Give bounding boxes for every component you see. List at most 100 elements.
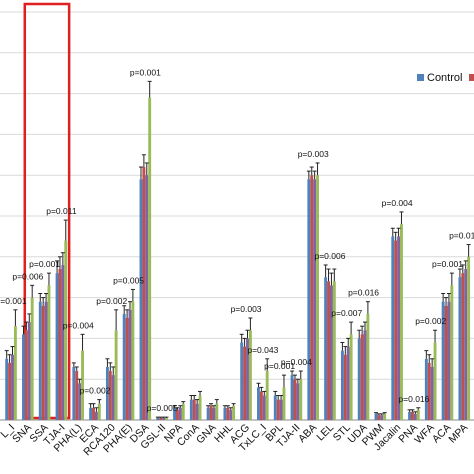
bar-wfa-s4 [433,342,437,420]
bar-bpl-s4 [282,387,286,420]
bar-l-i-s1 [5,358,9,420]
bar-wfa-s2 [427,362,431,420]
bar-tja-ii-s3 [296,383,300,420]
bar-sna-s3 [27,322,31,420]
p-value-label: p=0.002 [96,296,127,306]
bar-npa-s1 [173,407,177,420]
bar-gna-s3 [212,407,216,420]
p-value-label: p=0.002 [415,316,446,326]
bar-pha-e--s2 [125,318,129,420]
bar-dsa-s3 [145,175,149,420]
bar-acg-s4 [248,330,252,420]
bar-tja-i-s2 [58,269,62,420]
bar-acg-s3 [246,338,249,420]
p-value-label: p=0.001 [29,259,60,269]
bar-mpa-s2 [461,273,465,420]
bar-pha-e--s4 [131,301,135,420]
error-bars-layer [4,80,471,418]
bar-gna-s2 [209,405,213,420]
bar-wfa-s1 [424,358,428,420]
bar-sna-s4 [30,297,34,420]
bar-uda-s1 [357,338,361,420]
p-value-label: p=0.002 [79,386,110,396]
p-value-label: p=0.016 [398,394,429,404]
bar-tja-i-s4 [64,240,68,420]
bar-jacalin-s2 [394,240,398,420]
bar-aca-s4 [450,285,454,420]
bar-l-i-s2 [8,362,12,420]
bar-uda-s4 [366,313,370,420]
bar-aca-s3 [447,301,451,420]
bar-lel-s2 [327,281,330,420]
bar-pna-s4 [416,409,420,420]
bar-lel-s1 [324,277,328,420]
bar-jacalin-s3 [397,236,401,420]
p-value-label: p=0.003 [298,149,329,159]
bar-hhl-s4 [232,405,236,420]
bar-pwm-s1 [374,413,378,420]
bar-ssa-s4 [47,285,51,420]
bar-aba-s4 [316,175,319,420]
bar-cona-s2 [192,399,196,420]
bar-cona-s4 [198,395,202,420]
bar-aba-s2 [310,175,314,420]
bar-hhl-s2 [226,407,230,420]
bar-eca-s2 [92,407,95,420]
bar-wfa-s3 [430,366,434,420]
bar-npa-s3 [178,407,182,420]
bar-eca-s3 [94,411,98,420]
p-value-label: p=0.006 [12,271,43,281]
p-value-label: p=0.001 [0,296,27,306]
bar-stl-s4 [349,334,353,420]
bar-tja-i-s1 [55,273,59,420]
bar-sna-s2 [24,330,28,420]
x-tick-label: MPA [446,422,470,446]
bar-pha-l--s1 [72,366,76,420]
bar-jacalin-s4 [400,224,403,420]
bar-mpa-s3 [464,269,468,420]
bar-sna-s1 [22,334,25,420]
bar-stl-s2 [343,354,347,420]
p-value-label: p=0.004 [63,320,94,330]
bar-uda-s2 [360,334,364,420]
bar-gsl-ii-s4 [165,417,168,420]
legend-swatch-series-2 [469,74,474,81]
bar-gsl-ii-s3 [162,417,166,420]
bar-pha-l--s3 [78,383,82,420]
bar-cona-s1 [189,399,193,420]
bar-stl-s3 [346,346,350,420]
p-value-labels-layer: p=0.001 p=0.006 p=0.001 p=0.011 p=0.004 p=0.0… [0,67,474,413]
bar-l-i-s3 [11,354,14,420]
legend: Control [417,72,474,84]
bar-gna-s1 [206,407,210,420]
legend-swatch-control [417,74,424,81]
bar-aba-s3 [313,179,317,420]
bar-tja-i-s3 [61,264,65,420]
bar-npa-s4 [181,403,185,420]
bar-aba-s1 [307,179,311,420]
p-value-label: p=0.001 [130,67,161,77]
bars-layer [5,97,471,421]
p-value-label: p=0.011 [46,206,77,216]
x-tick-labels-layer: L_ISNASSATJA-IPHA(L)ECARCA120PHA(E)DSAGS… [0,422,470,459]
bar-rca120-s4 [114,330,118,420]
bar-pna-s3 [413,413,417,420]
bar-uda-s3 [363,330,367,420]
bar-txlc-i-s3 [262,395,266,420]
bar-rca120-s3 [111,375,115,420]
bar-hhl-s3 [229,409,233,420]
bar-npa-s2 [176,409,179,420]
p-value-label: p=0.004 [382,198,413,208]
bar-pha-l--s4 [81,350,84,420]
bar-tja-ii-s4 [299,379,303,420]
bar-rca120-s2 [108,371,112,420]
bar-eca-s1 [89,407,93,420]
p-value-label: p=0.043 [247,345,278,355]
bar-pwm-s3 [380,415,384,420]
bar-l-i-s4 [13,326,17,420]
bar-aca-s2 [444,305,448,420]
bar-stl-s1 [340,350,344,420]
p-value-label: p=0.003 [231,304,262,314]
bar-bpl-s2 [276,399,280,420]
